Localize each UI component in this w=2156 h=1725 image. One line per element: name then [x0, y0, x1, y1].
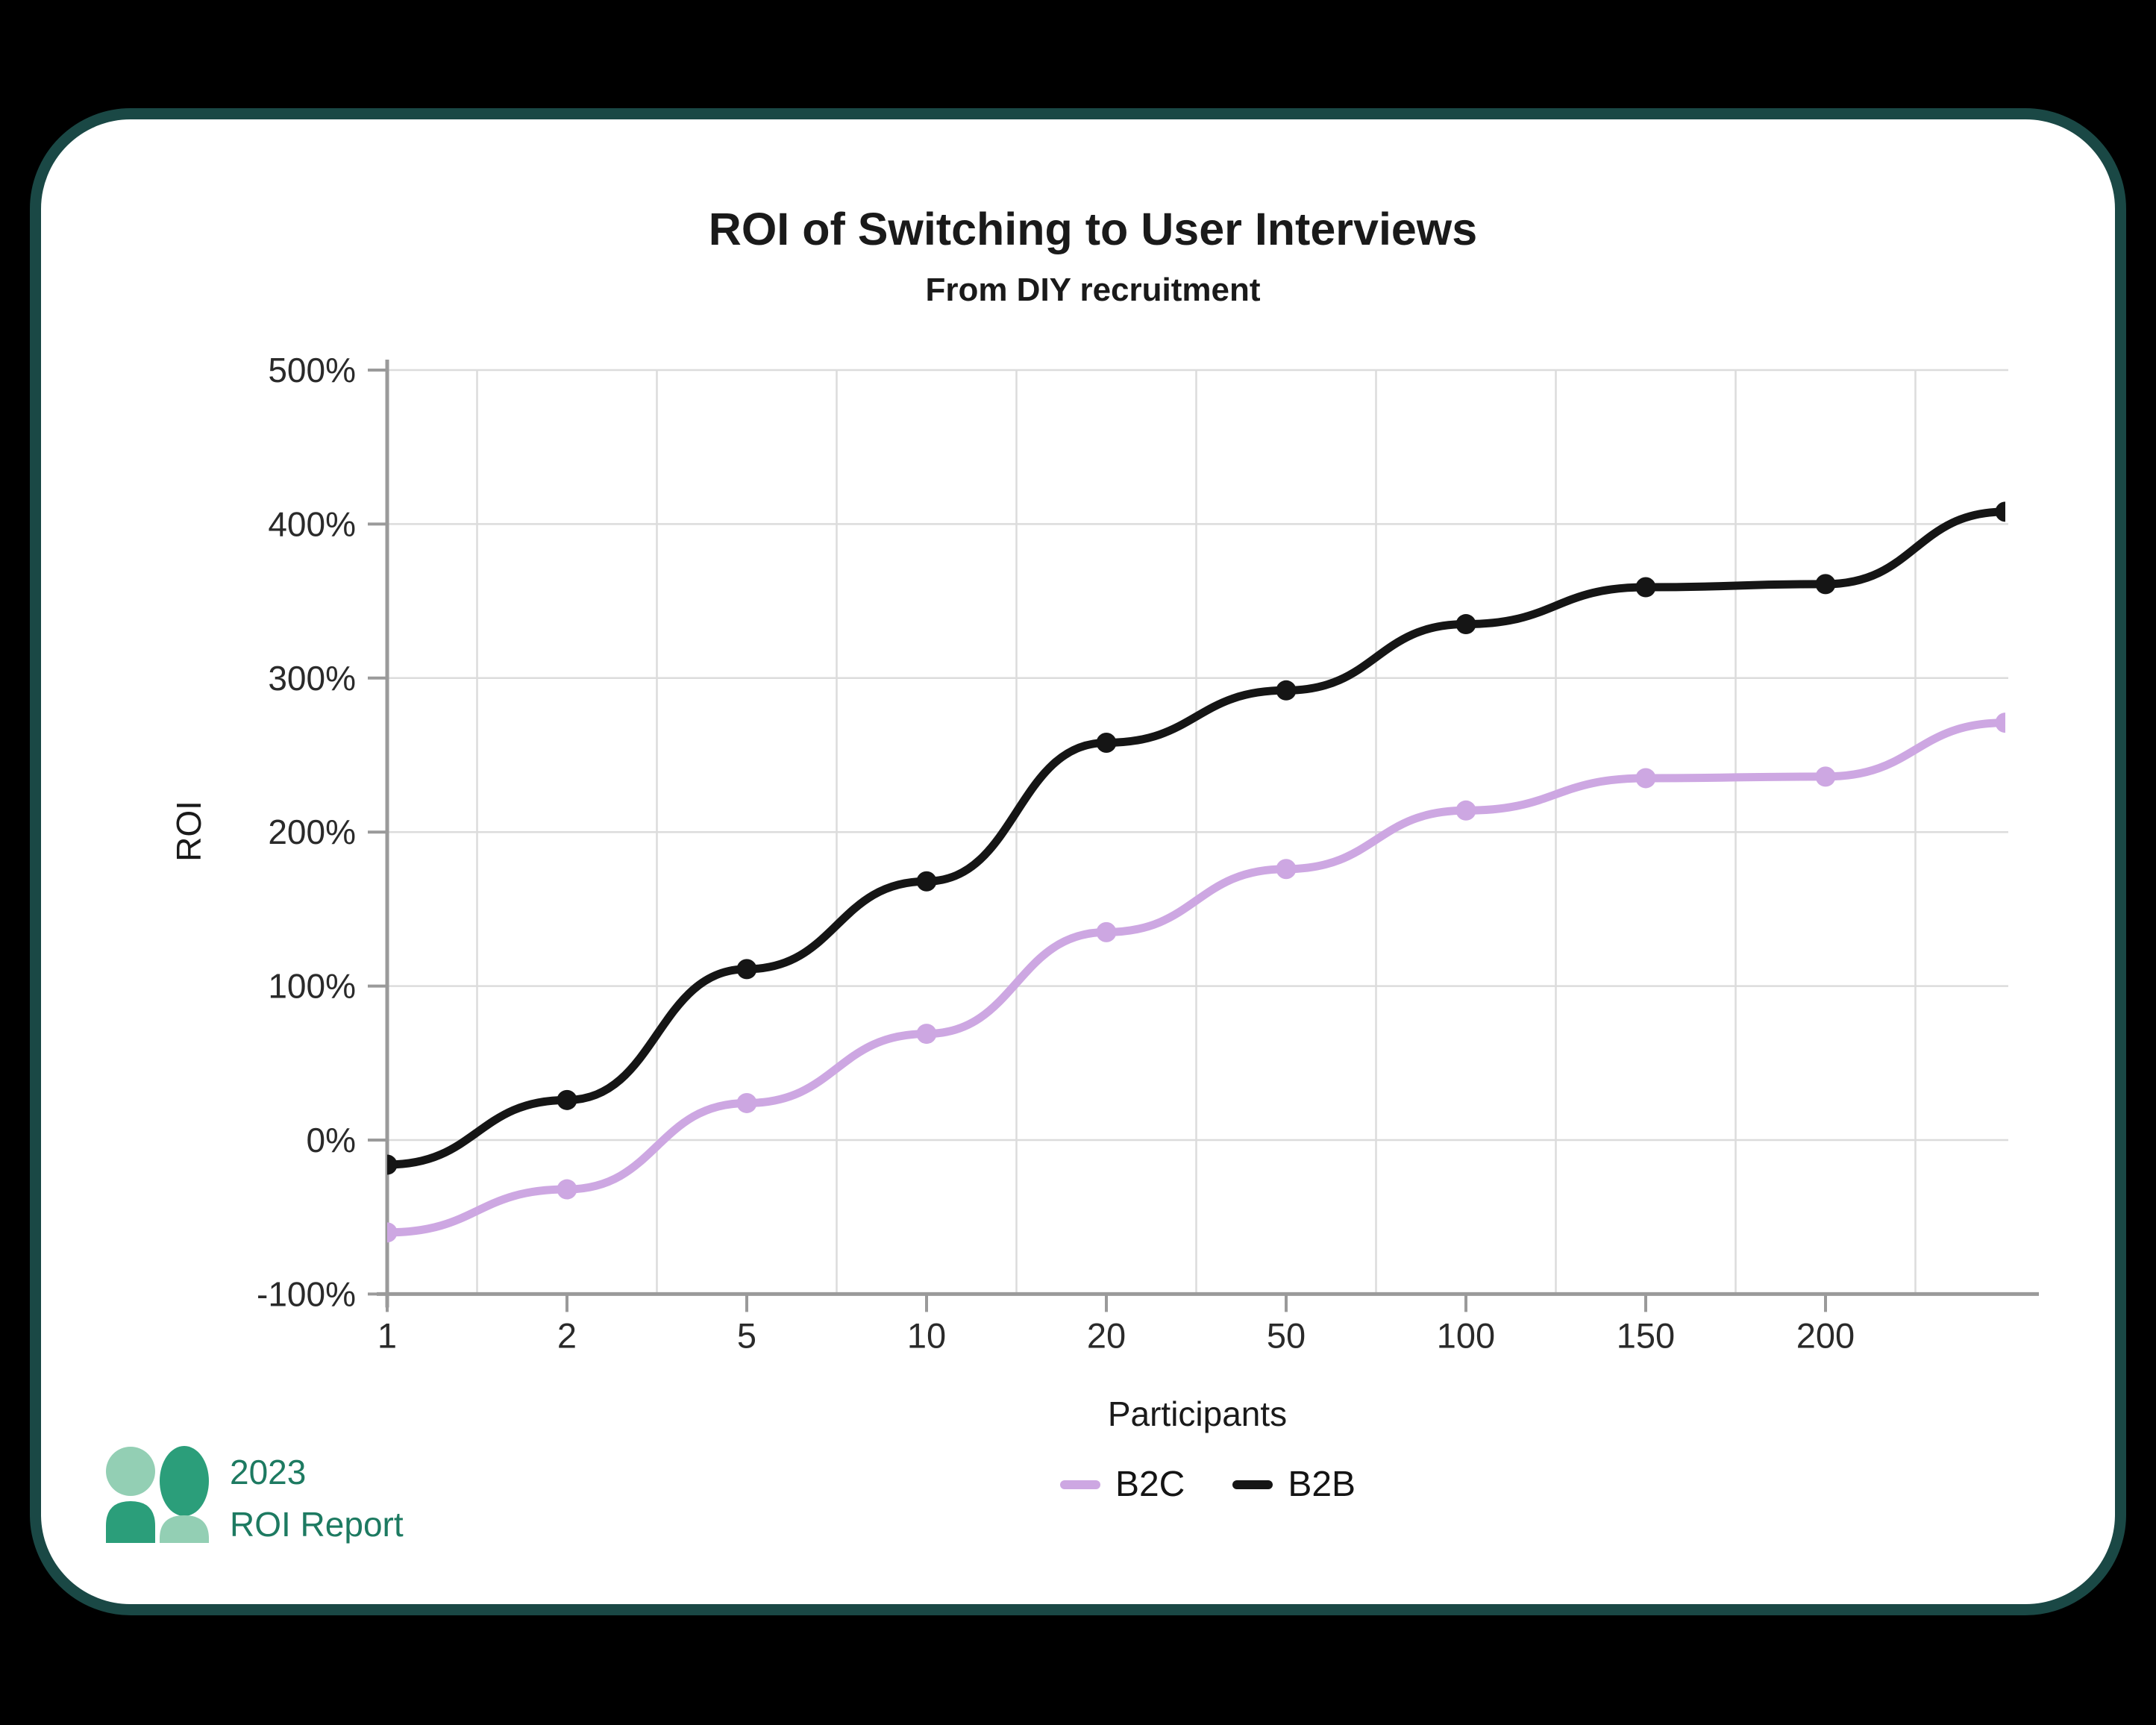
legend-label-b2b: B2B [1288, 1465, 1356, 1504]
series-line-b2b [387, 507, 2005, 1169]
ticks: 500% 400% 300% 200% 100% 0% -100% 1 2 5 10 20 50 100 1… [257, 351, 1855, 1355]
y-tick-label: 500% [268, 351, 356, 389]
legend-label-b2c: B2C [1115, 1465, 1185, 1504]
data-point-marker-b2c [1635, 768, 1656, 789]
logo-body-light [160, 1515, 209, 1543]
axes [377, 360, 2039, 1308]
series-b2c [387, 713, 2005, 1243]
data-point-marker-b2b [1635, 577, 1656, 598]
data-point-marker-b2b [736, 959, 757, 980]
series-line-b2c [387, 719, 2005, 1237]
data-point-marker-b2c [916, 1024, 937, 1045]
y-tick-label: 200% [268, 813, 356, 851]
footer-report-label: 2023 ROI Report [230, 1446, 404, 1550]
x-tick-label: 5 [737, 1315, 756, 1355]
footer-title: ROI Report [230, 1505, 404, 1544]
data-point-marker-b2c [387, 1222, 398, 1243]
x-tick-label: 1 [377, 1315, 397, 1355]
data-point-marker-b2b [387, 1154, 398, 1175]
y-axis-title: ROI [169, 801, 208, 862]
chart-title: ROI of Switching to User Interviews [708, 204, 1478, 254]
data-point-marker-b2b [1276, 680, 1297, 701]
x-tick-label: 100 [1437, 1315, 1495, 1355]
y-tick-label: 300% [268, 659, 356, 698]
x-tick-label: 2 [557, 1315, 577, 1355]
data-point-marker-b2b [1096, 732, 1117, 753]
data-point-marker-b2c [1096, 921, 1117, 942]
y-tick-label: 0% [307, 1121, 356, 1159]
b2c-line-swatch-icon [1059, 1480, 1100, 1489]
data-point-marker-b2c [736, 1092, 757, 1113]
legend-item-b2b: B2B [1232, 1464, 1356, 1505]
data-point-marker-b2c [1455, 800, 1476, 821]
y-tick-label: -100% [257, 1274, 356, 1313]
x-tick-label: 50 [1267, 1315, 1306, 1355]
x-tick-label: 200 [1796, 1315, 1855, 1355]
footer-year: 2023 [230, 1453, 307, 1491]
data-point-marker-b2b [1815, 574, 1836, 595]
horizontal-gridlines [387, 369, 2008, 1142]
chart-subtitle: From DIY recruitment [925, 272, 1261, 308]
series-b2b [387, 501, 2005, 1175]
x-tick-label: 10 [907, 1315, 946, 1355]
data-point-marker-b2b [1995, 501, 2005, 522]
legend-item-b2c: B2C [1059, 1464, 1185, 1505]
data-point-marker-b2c [1276, 859, 1297, 880]
report-card [30, 108, 2126, 1615]
x-tick-label: 20 [1087, 1315, 1126, 1355]
x-tick-label: 150 [1617, 1315, 1675, 1355]
y-tick-label: 100% [268, 967, 356, 1006]
data-point-marker-b2c [557, 1179, 577, 1200]
y-tick-label: 400% [268, 504, 356, 543]
data-point-marker-b2b [1455, 614, 1476, 635]
data-point-marker-b2c [1815, 766, 1836, 787]
logo-body-dark [106, 1501, 155, 1543]
b2b-line-swatch-icon [1232, 1480, 1273, 1489]
data-point-marker-b2b [916, 871, 937, 892]
data-point-marker-b2b [557, 1089, 577, 1110]
logo-head-dark [160, 1446, 209, 1516]
x-axis-title: Participants [1107, 1394, 1288, 1433]
chart-legend: B2C B2B [387, 1464, 2028, 1505]
logo-head-light [106, 1447, 155, 1496]
data-point-marker-b2c [1995, 713, 2005, 733]
user-interviews-logo-icon [106, 1446, 209, 1543]
